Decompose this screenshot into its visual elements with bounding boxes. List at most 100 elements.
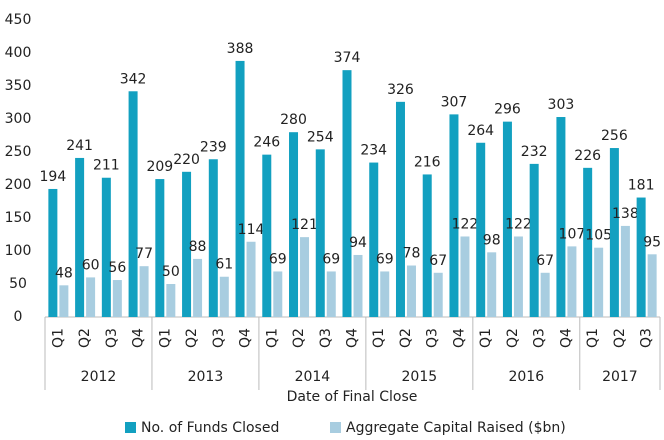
value-label: 107 — [559, 226, 586, 242]
value-label: 181 — [628, 178, 655, 194]
value-label: 303 — [548, 97, 575, 113]
value-label: 105 — [585, 228, 612, 244]
bar — [513, 236, 523, 317]
value-label: 121 — [291, 217, 318, 233]
x-tick-label: Q4 — [345, 328, 361, 348]
x-tick-label: Q3 — [211, 328, 227, 348]
bar — [647, 254, 657, 317]
x-tick-label: Q2 — [291, 328, 307, 348]
bar — [128, 91, 138, 317]
value-label: 254 — [307, 129, 334, 145]
value-label: 388 — [227, 41, 254, 57]
value-label: 69 — [322, 251, 340, 267]
y-tick-label: 150 — [5, 210, 32, 226]
y-tick-label: 100 — [5, 243, 32, 259]
value-label: 307 — [441, 94, 468, 110]
value-label: 226 — [574, 148, 601, 164]
x-tick-label: Q3 — [104, 328, 120, 348]
bar — [353, 254, 363, 317]
value-label: 241 — [66, 138, 93, 154]
value-label: 78 — [403, 246, 421, 262]
value-label: 60 — [82, 257, 100, 273]
bar — [59, 285, 69, 317]
bar — [326, 271, 336, 317]
bar — [395, 101, 405, 317]
value-label: 220 — [173, 152, 200, 168]
year-label: 2013 — [188, 369, 224, 385]
bar — [112, 280, 122, 317]
bar — [208, 159, 218, 317]
bar — [262, 154, 272, 317]
x-axis-title: Date of Final Close — [287, 389, 418, 405]
x-tick-label: Q1 — [478, 328, 494, 348]
value-label: 88 — [189, 239, 207, 255]
y-tick-label: 0 — [14, 309, 23, 325]
x-tick-label: Q4 — [131, 328, 147, 348]
bar — [609, 148, 619, 317]
value-label: 122 — [452, 216, 479, 232]
bar — [342, 70, 352, 317]
y-tick-label: 250 — [5, 144, 32, 160]
bar — [166, 284, 176, 317]
bar — [235, 60, 245, 318]
bar — [529, 163, 539, 317]
bar — [380, 271, 390, 317]
value-label: 94 — [349, 235, 367, 251]
bar — [433, 272, 443, 317]
x-tick-label: Q3 — [532, 328, 548, 348]
x-tick-label: Q3 — [318, 328, 334, 348]
x-tick-label: Q2 — [398, 328, 414, 348]
bar — [219, 276, 229, 317]
y-tick-label: 450 — [5, 12, 32, 28]
value-label: 374 — [334, 50, 361, 66]
value-label: 50 — [162, 264, 180, 280]
year-label: 2012 — [81, 369, 117, 385]
bar — [155, 179, 165, 317]
y-tick-label: 200 — [5, 177, 32, 193]
x-tick-label: Q1 — [264, 328, 280, 348]
value-label: 67 — [429, 253, 447, 269]
bar — [487, 252, 497, 317]
year-label: 2017 — [602, 369, 638, 385]
legend-swatch — [330, 422, 341, 433]
value-label: 246 — [253, 135, 280, 151]
bar — [101, 177, 111, 317]
bar — [139, 266, 149, 317]
bar — [620, 225, 630, 317]
value-label: 216 — [414, 154, 441, 170]
value-label: 56 — [108, 260, 126, 276]
value-label: 326 — [387, 82, 414, 98]
x-tick-label: Q4 — [238, 328, 254, 348]
value-label: 67 — [536, 253, 554, 269]
bar — [449, 114, 459, 317]
value-label: 48 — [55, 265, 73, 281]
year-label: 2014 — [295, 369, 331, 385]
bar — [289, 132, 299, 317]
bar — [406, 265, 416, 317]
bar — [540, 272, 550, 317]
y-tick-label: 350 — [5, 78, 32, 94]
legend-swatch — [125, 422, 136, 433]
bar — [75, 157, 85, 317]
x-tick-label: Q1 — [585, 328, 601, 348]
bar — [636, 197, 646, 317]
bar — [246, 241, 256, 317]
bar — [48, 188, 58, 317]
y-tick-label: 50 — [9, 276, 27, 292]
value-label: 77 — [135, 246, 153, 262]
value-label: 264 — [467, 123, 494, 139]
bar — [315, 149, 325, 317]
value-label: 239 — [200, 139, 227, 155]
bar — [476, 142, 486, 317]
value-label: 209 — [146, 159, 173, 175]
bar — [567, 246, 577, 317]
bar — [182, 171, 192, 317]
y-tick-label: 300 — [5, 111, 32, 127]
legend-label: No. of Funds Closed — [141, 420, 279, 436]
x-tick-label: Q3 — [639, 328, 655, 348]
x-tick-label: Q1 — [157, 328, 173, 348]
x-tick-label: Q2 — [77, 328, 93, 348]
bar — [556, 117, 566, 318]
value-label: 69 — [376, 251, 394, 267]
